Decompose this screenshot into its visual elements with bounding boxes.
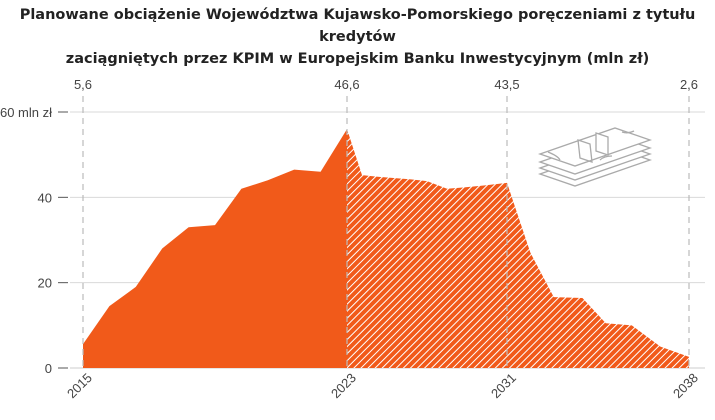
x-tick-label: 2015: [64, 370, 95, 401]
x-tick-label: 2038: [670, 370, 701, 401]
y-tick-label: 0: [45, 361, 52, 376]
area-actual: [83, 129, 347, 368]
y-tick-label: 20: [38, 276, 52, 291]
x-tick-label: 2031: [488, 370, 519, 401]
annotation-label: 2,6: [680, 77, 698, 92]
y-tick-label: 40: [38, 190, 52, 205]
y-tick-label: 60 mln zł: [0, 105, 52, 120]
chart-title-line2: zaciągniętych przez KPIM w Europejskim B…: [65, 51, 650, 67]
annotation-label: 43,5: [494, 77, 519, 92]
x-tick-label: 2023: [328, 370, 359, 401]
annotation-label: 5,6: [74, 77, 92, 92]
chart-title: Planowane obciążenie Województwa Kujawsk…: [0, 4, 715, 70]
annotation-label: 46,6: [334, 77, 359, 92]
area-planned: [347, 129, 689, 368]
chart-title-line1: Planowane obciążenie Województwa Kujawsk…: [19, 7, 696, 45]
money-stack-icon: [538, 127, 652, 187]
